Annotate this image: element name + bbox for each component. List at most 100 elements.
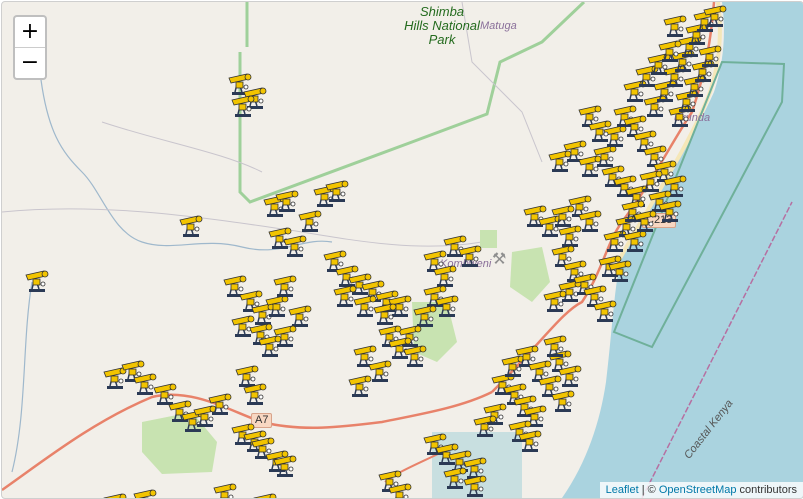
oil-pumpjack-icon[interactable] <box>422 430 448 456</box>
oil-pumpjack-icon[interactable] <box>652 77 678 103</box>
oil-pumpjack-icon[interactable] <box>634 62 660 88</box>
oil-pumpjack-icon[interactable] <box>457 242 483 268</box>
zoom-control: + − <box>13 15 47 80</box>
oil-pumpjack-icon[interactable] <box>272 452 298 478</box>
svg-text:⚒: ⚒ <box>492 249 506 268</box>
oil-pumpjack-icon[interactable] <box>178 212 204 238</box>
oil-pumpjack-icon[interactable] <box>462 472 488 498</box>
oil-pumpjack-icon[interactable] <box>102 364 128 390</box>
oil-pumpjack-icon[interactable] <box>334 262 360 288</box>
oil-pumpjack-icon[interactable] <box>592 297 618 323</box>
oil-pumpjack-icon[interactable] <box>442 464 468 490</box>
oil-pumpjack-icon[interactable] <box>252 490 278 498</box>
oil-pumpjack-icon[interactable] <box>607 257 633 283</box>
road-shield-a7: A7 <box>251 413 273 428</box>
oil-pumpjack-icon[interactable] <box>547 147 573 173</box>
oil-pumpjack-icon[interactable] <box>550 387 576 413</box>
oil-pumpjack-icon[interactable] <box>272 272 298 298</box>
zoom-out-button[interactable]: − <box>15 47 45 78</box>
oil-pumpjack-icon[interactable] <box>522 402 548 428</box>
oil-pumpjack-icon[interactable] <box>250 434 276 460</box>
oil-pumpjack-icon[interactable] <box>657 197 683 223</box>
oil-pumpjack-icon[interactable] <box>517 427 543 453</box>
oil-pumpjack-icon[interactable] <box>238 287 264 313</box>
oil-pumpjack-icon[interactable] <box>697 42 723 68</box>
oil-pumpjack-icon[interactable] <box>412 302 438 328</box>
attribution: Leaflet | © OpenStreetMap contributors <box>599 482 803 498</box>
oil-pumpjack-icon[interactable] <box>434 292 460 318</box>
oil-pumpjack-icon[interactable] <box>542 287 568 313</box>
oil-pumpjack-icon[interactable] <box>602 122 628 148</box>
oil-pumpjack-icon[interactable] <box>632 207 658 233</box>
oil-pumpjack-icon[interactable] <box>24 267 50 293</box>
oil-pumpjack-icon[interactable] <box>207 390 233 416</box>
leaflet-link[interactable]: Leaflet <box>605 484 639 496</box>
oil-pumpjack-icon[interactable] <box>352 342 378 368</box>
oil-pumpjack-icon[interactable] <box>577 152 603 178</box>
oil-pumpjack-icon[interactable] <box>557 222 583 248</box>
oil-pumpjack-icon[interactable] <box>646 50 672 76</box>
oil-pumpjack-icon[interactable] <box>622 227 648 253</box>
oil-pumpjack-icon[interactable] <box>537 372 563 398</box>
oil-pumpjack-icon[interactable] <box>230 92 256 118</box>
oil-pumpjack-icon[interactable] <box>367 357 393 383</box>
oil-pumpjack-icon[interactable] <box>562 137 588 163</box>
oil-pumpjack-icon[interactable] <box>662 172 688 198</box>
oil-pumpjack-icon[interactable] <box>274 187 300 213</box>
oil-pumpjack-icon[interactable] <box>522 202 548 228</box>
oil-pumpjack-icon[interactable] <box>234 362 260 388</box>
oil-pumpjack-icon[interactable] <box>242 380 268 406</box>
oil-pumpjack-icon[interactable] <box>222 272 248 298</box>
oil-pumpjack-icon[interactable] <box>287 302 313 328</box>
oil-pumpjack-icon[interactable] <box>550 242 576 268</box>
oil-pumpjack-icon[interactable] <box>557 362 583 388</box>
attribution-separator: | © <box>638 484 659 496</box>
oil-pumpjack-icon[interactable] <box>587 117 613 143</box>
oil-pumpjack-icon[interactable] <box>272 322 298 348</box>
oil-pumpjack-icon[interactable] <box>638 167 664 193</box>
oil-pumpjack-icon[interactable] <box>387 480 413 498</box>
oil-pumpjack-icon[interactable] <box>297 207 323 233</box>
town-label-matuga: Matuga <box>480 20 517 32</box>
oil-pumpjack-icon[interactable] <box>347 372 373 398</box>
oil-pumpjack-icon[interactable] <box>432 262 458 288</box>
park-label: Shimba Hills National Park <box>404 4 480 47</box>
oil-pumpjack-icon[interactable] <box>387 334 413 360</box>
oil-pumpjack-icon[interactable] <box>322 247 348 273</box>
oil-pumpjack-icon[interactable] <box>662 12 688 38</box>
oil-pumpjack-icon[interactable] <box>592 142 618 168</box>
oil-pumpjack-icon[interactable] <box>132 370 158 396</box>
oil-pumpjack-icon[interactable] <box>264 292 290 318</box>
oil-pumpjack-icon[interactable] <box>472 412 498 438</box>
oil-pumpjack-icon[interactable] <box>482 400 508 426</box>
oil-pumpjack-icon[interactable] <box>442 232 468 258</box>
oil-pumpjack-icon[interactable] <box>352 292 378 318</box>
oil-pumpjack-icon[interactable] <box>132 486 158 498</box>
attribution-suffix: contributors <box>736 484 797 496</box>
oil-pumpjack-icon[interactable] <box>102 490 128 498</box>
oil-pumpjack-icon[interactable] <box>282 232 308 258</box>
oil-pumpjack-icon[interactable] <box>550 202 576 228</box>
osm-link[interactable]: OpenStreetMap <box>658 484 737 496</box>
oil-pumpjack-icon[interactable] <box>324 177 350 203</box>
oil-pumpjack-icon[interactable] <box>402 342 428 368</box>
zoom-in-button[interactable]: + <box>20 19 40 44</box>
oil-pumpjack-icon[interactable] <box>192 402 218 428</box>
oil-pumpjack-icon[interactable] <box>120 357 146 383</box>
oil-pumpjack-icon[interactable] <box>230 420 256 446</box>
oil-pumpjack-icon[interactable] <box>227 70 253 96</box>
oil-pumpjack-icon[interactable] <box>577 207 603 233</box>
oil-pumpjack-icon[interactable] <box>230 312 256 338</box>
oil-pumpjack-icon[interactable] <box>212 480 238 498</box>
oil-pumpjack-icon[interactable] <box>507 417 533 443</box>
oil-pumpjack-icon[interactable] <box>372 300 398 326</box>
oil-pumpjack-icon[interactable] <box>332 282 358 308</box>
oil-pumpjack-icon[interactable] <box>657 37 683 63</box>
oil-pumpjack-icon[interactable] <box>152 380 178 406</box>
oil-pumpjack-icon[interactable] <box>542 332 568 358</box>
oil-pumpjack-icon[interactable] <box>257 332 283 358</box>
oil-pumpjack-icon[interactable] <box>702 2 728 28</box>
oil-pumpjack-icon[interactable] <box>514 342 540 368</box>
oil-pumpjack-icon[interactable] <box>387 292 413 318</box>
